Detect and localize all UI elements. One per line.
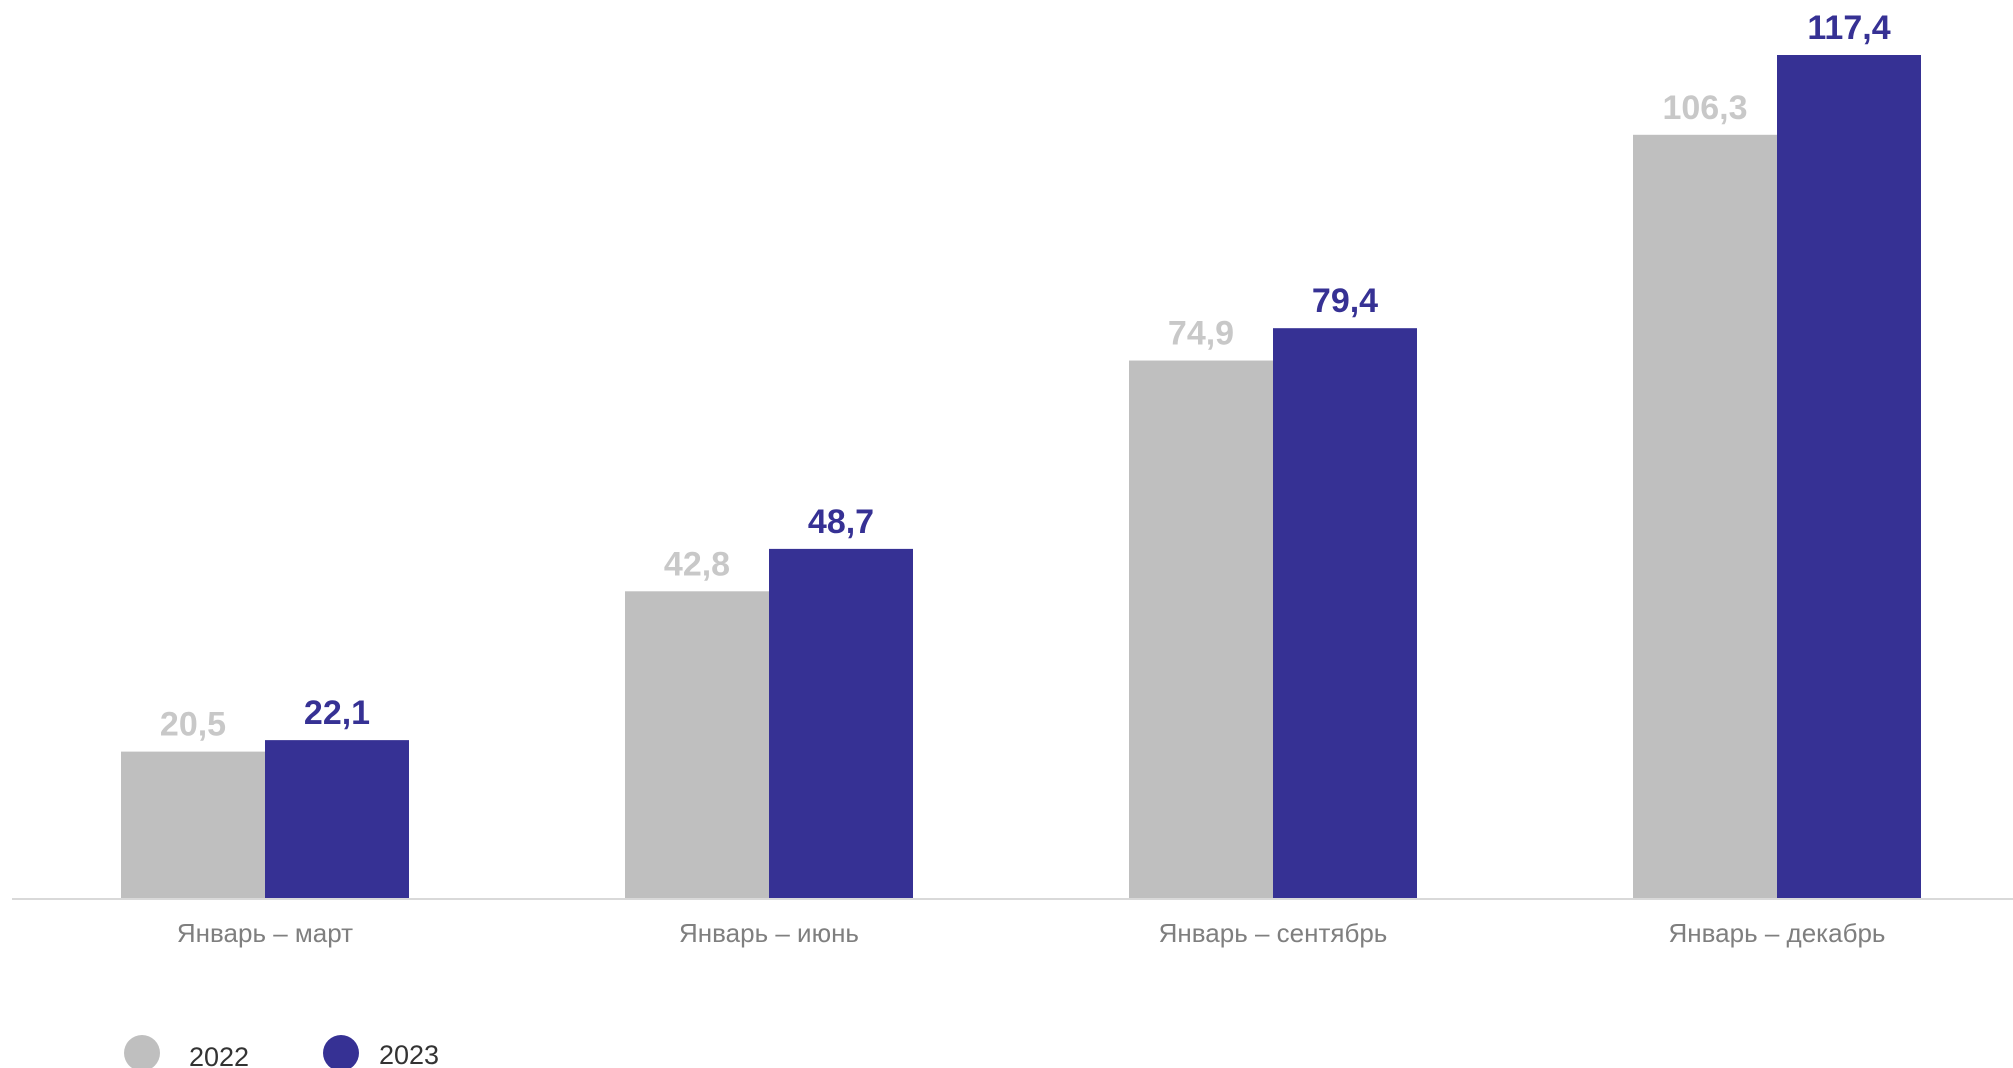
value-label-2022-4: 106,3	[1662, 89, 1747, 127]
bar-2022-2	[625, 591, 769, 899]
value-label-2022-2: 42,8	[664, 545, 730, 583]
category-labels-group: Январь – март Январь – июнь Январь – сентя…	[177, 918, 1886, 948]
bar-2023-1	[265, 740, 409, 899]
value-label-2023-1: 22,1	[304, 694, 370, 732]
legend-marker-2022	[124, 1035, 160, 1068]
bar-2023-4	[1777, 55, 1921, 899]
category-label-1: Январь – март	[177, 918, 353, 948]
legend-label-2022: 2022	[189, 1042, 249, 1068]
value-label-2023-4: 117,4	[1807, 9, 1890, 47]
bar-2023-3	[1273, 328, 1417, 900]
legend-marker-2023	[323, 1035, 359, 1068]
value-label-2023-3: 79,4	[1312, 282, 1378, 320]
legend: 2022 2023	[124, 1035, 439, 1068]
value-label-2022-1: 20,5	[160, 706, 226, 744]
category-label-2: Январь – июнь	[679, 918, 859, 948]
legend-label-2023: 2023	[379, 1040, 439, 1068]
bar-2022-3	[1129, 360, 1273, 899]
bar-2022-4	[1633, 134, 1777, 900]
category-label-4: Январь – декабрь	[1669, 918, 1886, 948]
value-label-2022-3: 74,9	[1168, 315, 1234, 353]
category-label-3: Январь – сентябрь	[1159, 918, 1388, 948]
bar-2023-2	[769, 548, 913, 899]
bars-group	[121, 55, 1921, 900]
value-label-2023-2: 48,7	[808, 503, 874, 541]
bar-2022-1	[121, 751, 265, 899]
value-labels-group: 20,5 22,1 42,8 48,7 74,9 79,4 106,3 117,4	[160, 9, 1891, 744]
